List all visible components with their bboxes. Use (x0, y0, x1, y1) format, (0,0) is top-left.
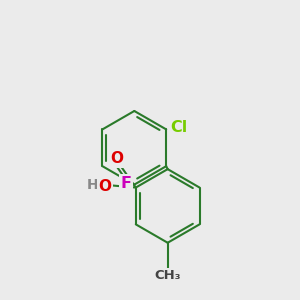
Text: CH₃: CH₃ (154, 269, 181, 282)
Text: Cl: Cl (170, 120, 187, 135)
Text: H: H (87, 178, 98, 192)
Text: O: O (110, 152, 123, 166)
Text: F: F (121, 176, 132, 190)
Text: O: O (99, 178, 112, 194)
